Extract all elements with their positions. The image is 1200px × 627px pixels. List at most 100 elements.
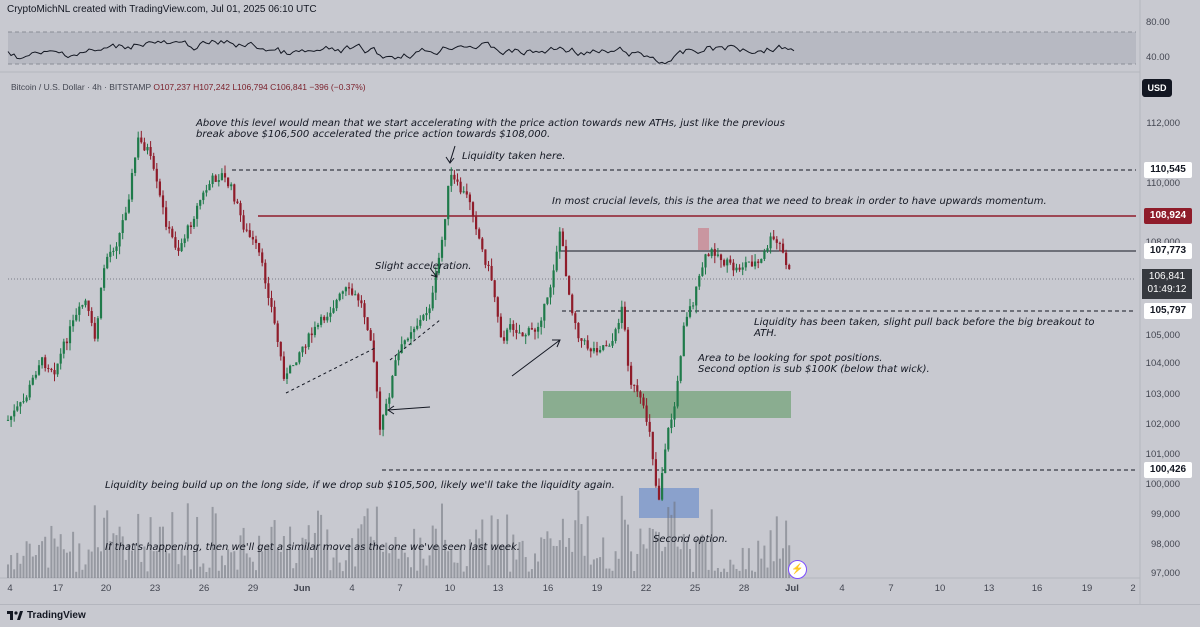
candle-body: [642, 397, 645, 406]
candle-body: [372, 340, 375, 362]
volume-bar: [134, 543, 137, 578]
candle-body: [614, 329, 617, 341]
volume-bar: [227, 549, 230, 578]
volume-bar: [100, 551, 102, 578]
price-label-105797[interactable]: 105,797: [1144, 303, 1192, 319]
candle-body: [304, 346, 307, 348]
lightning-icon[interactable]: ⚡: [788, 560, 807, 579]
volume-bar: [267, 547, 270, 578]
volume-bar: [369, 536, 372, 578]
candle-body: [512, 324, 515, 330]
candle-body: [602, 345, 605, 350]
candle-body: [118, 233, 121, 247]
annotation-liquidity-taken: Liquidity taken here.: [462, 151, 566, 162]
candle-body: [230, 184, 233, 187]
volume-bar: [679, 549, 682, 578]
volume-bar: [65, 552, 68, 578]
volume-bar: [28, 543, 31, 578]
volume-bar: [692, 571, 695, 578]
symbol-legend[interactable]: Bitcoin / U.S. Dollar · 4h · BITSTAMP O1…: [11, 82, 366, 92]
candle-body: [772, 236, 775, 240]
candle-body: [338, 293, 341, 300]
time-tick: 22: [640, 583, 652, 594]
price-label-108924[interactable]: 108,924: [1144, 208, 1192, 224]
candle-body: [543, 303, 546, 321]
volume-bar: [251, 561, 254, 578]
currency-button[interactable]: USD: [1142, 79, 1172, 97]
rsi-axis-80: 80.00: [1146, 17, 1170, 28]
candle-body: [475, 216, 478, 230]
volume-bar: [363, 516, 366, 578]
candle-body: [292, 365, 295, 367]
candle-body: [685, 316, 688, 326]
volume-bar: [720, 571, 722, 578]
candle-body: [87, 300, 90, 312]
candle-body: [437, 257, 440, 274]
candle-body: [72, 320, 75, 327]
tradingview-logo[interactable]: TradingView: [7, 610, 86, 621]
volume-bar: [149, 517, 152, 578]
candle-body: [673, 406, 676, 420]
candle-body: [456, 179, 459, 182]
candle-body: [738, 267, 741, 270]
volume-bar: [348, 545, 350, 578]
price-label-100426[interactable]: 100,426: [1144, 462, 1192, 478]
candle-body: [109, 251, 112, 257]
volume-bar: [642, 544, 645, 578]
candle-body: [323, 316, 326, 321]
candle-body: [754, 261, 757, 267]
candle-body: [205, 190, 208, 193]
volume-bar: [174, 546, 177, 578]
candle-body: [478, 229, 481, 239]
candle-body: [704, 254, 707, 268]
volume-bar: [62, 549, 65, 578]
candle-body: [626, 329, 630, 366]
volume-bar: [165, 550, 168, 578]
volume-bar: [177, 564, 180, 578]
candle-body: [360, 300, 363, 304]
time-tick: 10: [444, 583, 456, 594]
candle-body: [140, 137, 143, 143]
rsi-axis-40: 40.00: [1146, 52, 1170, 63]
candle-body: [676, 380, 679, 407]
annotation-above-level-2: break above $106,500 accelerated the pri…: [196, 129, 551, 140]
volume-bar: [766, 567, 769, 578]
volume-bar: [713, 570, 716, 578]
volume-bar: [530, 569, 533, 578]
annotation-spot-area: Area to be looking for spot positions.: [698, 353, 883, 364]
candle-body: [351, 288, 354, 295]
time-tick: 16: [542, 583, 554, 594]
volume-bar: [341, 571, 344, 578]
ath-highlight: [698, 228, 709, 250]
candle-body: [394, 360, 397, 376]
volume-bar: [189, 569, 192, 578]
current-price-label[interactable]: 106,841 01:49:12: [1142, 269, 1192, 299]
arrow-up: [511, 339, 561, 377]
price-label-110545[interactable]: 110,545: [1144, 162, 1192, 178]
candle-body: [580, 338, 583, 341]
price-tick: 108,000: [1146, 237, 1180, 248]
candle-body: [744, 262, 747, 268]
volume-bar: [710, 509, 713, 578]
candle-body: [484, 249, 487, 265]
candle-body: [146, 147, 149, 151]
candle-body: [769, 236, 772, 249]
volume-bar: [183, 555, 186, 578]
volume-bar: [447, 551, 450, 578]
candle-body: [236, 201, 239, 204]
candle-body: [540, 320, 543, 327]
volume-bar: [406, 557, 409, 578]
volume-bar: [627, 524, 629, 578]
candle-body: [112, 250, 115, 252]
candle-body: [183, 238, 186, 244]
price-tick: 97,000: [1150, 568, 1180, 579]
candle-body: [258, 242, 261, 253]
volume-bar: [214, 513, 217, 578]
volume-bar: [31, 556, 34, 578]
volume-bars: [7, 490, 791, 578]
candle-body: [378, 391, 382, 430]
price-label-107773[interactable]: 107,773: [1144, 243, 1192, 259]
time-tick: 25: [689, 583, 701, 594]
volume-bar: [493, 549, 496, 578]
